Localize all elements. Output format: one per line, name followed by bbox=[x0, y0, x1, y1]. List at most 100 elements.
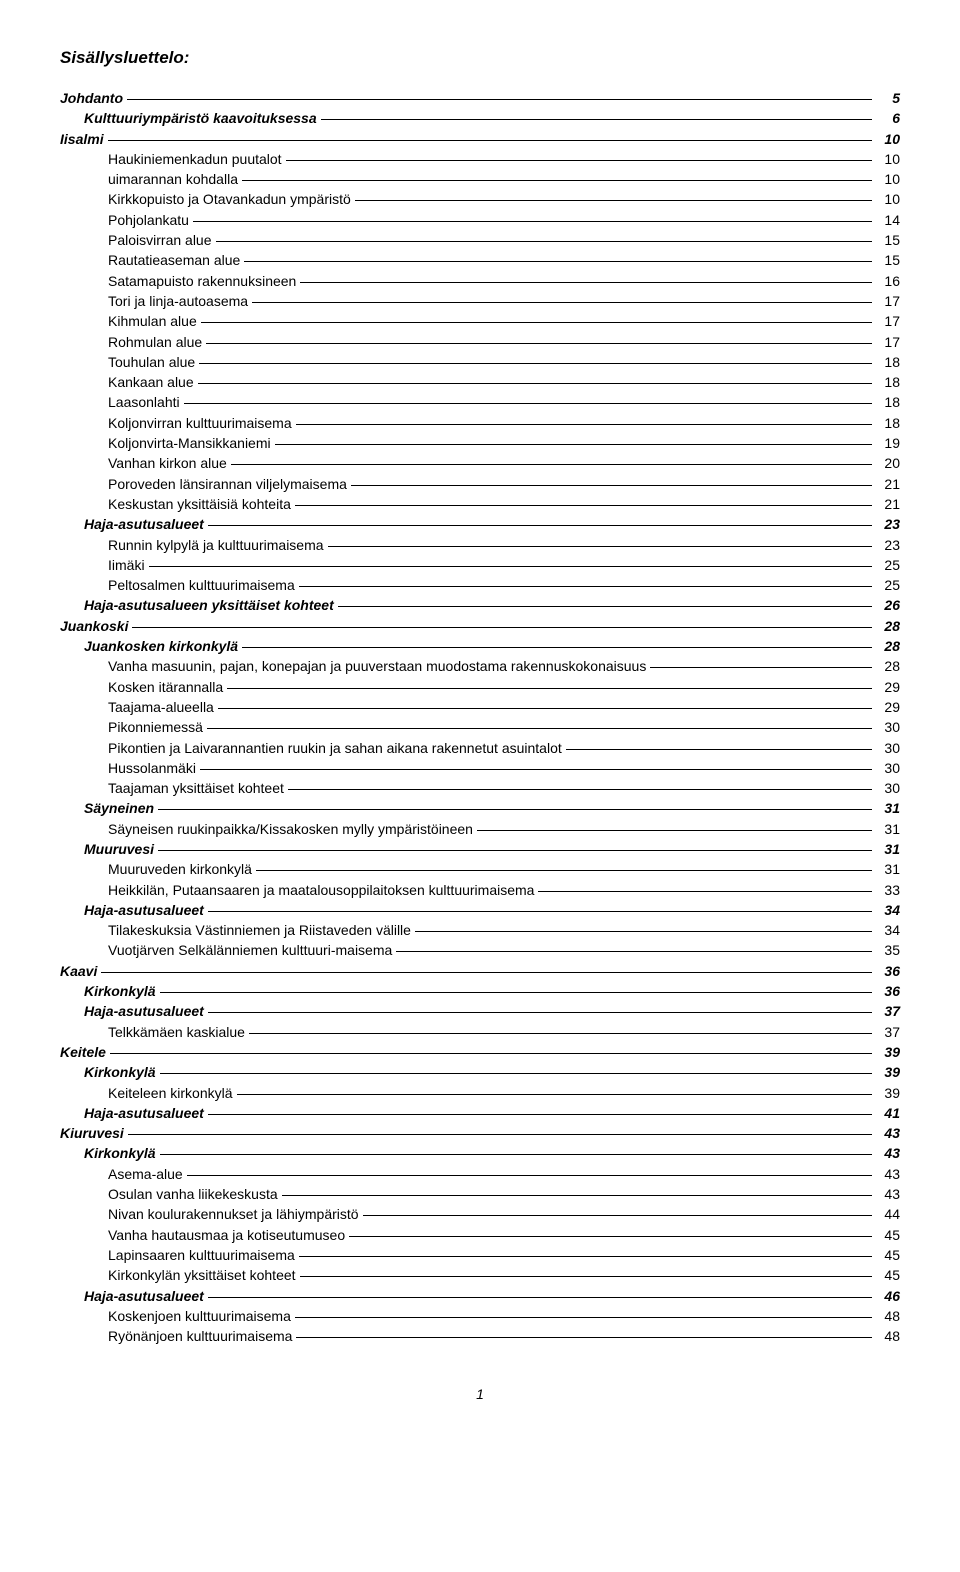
toc-entry-page: 34 bbox=[876, 920, 900, 940]
toc-row: Runnin kylpylä ja kulttuurimaisema 23 bbox=[60, 535, 900, 555]
toc-entry-label: Kosken itärannalla bbox=[108, 677, 223, 697]
toc-entry-page: 10 bbox=[876, 189, 900, 209]
toc-entry-label: Säyneinen bbox=[84, 798, 154, 818]
toc-entry-label: Kiuruvesi bbox=[60, 1123, 124, 1143]
toc-entry-label: Haja-asutusalueet bbox=[84, 1001, 204, 1021]
toc-entry-label: Juankosken kirkonkylä bbox=[84, 636, 238, 656]
toc-entry-label: Vuotjärven Selkälänniemen kulttuuri-mais… bbox=[108, 940, 392, 960]
toc-row: Pikonniemessä30 bbox=[60, 717, 900, 737]
toc-entry-label: Osulan vanha liikekeskusta bbox=[108, 1184, 278, 1204]
toc-entry-page: 23 bbox=[876, 535, 900, 555]
toc-entry-label: Taajaman yksittäiset kohteet bbox=[108, 778, 284, 798]
toc-entry-page: 43 bbox=[876, 1164, 900, 1184]
toc-leader-line bbox=[477, 830, 872, 831]
toc-row: Peltosalmen kulttuurimaisema 25 bbox=[60, 575, 900, 595]
toc-row: Satamapuisto rakennuksineen16 bbox=[60, 271, 900, 291]
toc-leader-line bbox=[128, 1134, 872, 1135]
toc-leader-line bbox=[216, 241, 873, 242]
toc-entry-label: Muuruveden kirkonkylä bbox=[108, 859, 252, 879]
toc-row: Rohmulan alue17 bbox=[60, 332, 900, 352]
toc-leader-line bbox=[193, 221, 872, 222]
toc-entry-label: Peltosalmen kulttuurimaisema bbox=[108, 575, 295, 595]
toc-entry-page: 41 bbox=[876, 1103, 900, 1123]
toc-row: Pikontien ja Laivarannantien ruukin ja s… bbox=[60, 738, 900, 758]
toc-entry-page: 30 bbox=[876, 758, 900, 778]
toc-entry-label: Vanha hautausmaa ja kotiseutumuseo bbox=[108, 1225, 345, 1245]
toc-row: Johdanto5 bbox=[60, 88, 900, 108]
toc-entry-label: Muuruvesi bbox=[84, 839, 154, 859]
toc-entry-label: uimarannan kohdalla bbox=[108, 169, 238, 189]
toc-entry-page: 17 bbox=[876, 311, 900, 331]
toc-entry-page: 26 bbox=[876, 595, 900, 615]
toc-entry-page: 25 bbox=[876, 555, 900, 575]
toc-entry-page: 29 bbox=[876, 677, 900, 697]
toc-entry-label: Haja-asutusalueet bbox=[84, 1286, 204, 1306]
toc-entry-label: Taajama-alueella bbox=[108, 697, 214, 717]
toc-entry-label: Vanhan kirkon alue bbox=[108, 453, 227, 473]
toc-entry-label: Kihmulan alue bbox=[108, 311, 197, 331]
toc-entry-label: Koskenjoen kulttuurimaisema bbox=[108, 1306, 291, 1326]
toc-entry-page: 43 bbox=[876, 1123, 900, 1143]
toc-row: Haja-asutusalueet37 bbox=[60, 1001, 900, 1021]
toc-row: Kaavi36 bbox=[60, 961, 900, 981]
toc-leader-line bbox=[132, 627, 872, 628]
toc-leader-line bbox=[218, 708, 872, 709]
toc-entry-page: 31 bbox=[876, 819, 900, 839]
toc-entry-page: 43 bbox=[876, 1184, 900, 1204]
toc-title: Sisällysluettelo: bbox=[60, 48, 900, 68]
toc-entry-page: 5 bbox=[876, 88, 900, 108]
toc-row: Kiuruvesi 43 bbox=[60, 1123, 900, 1143]
toc-row: Lapinsaaren kulttuurimaisema45 bbox=[60, 1245, 900, 1265]
toc-leader-line bbox=[296, 1337, 872, 1338]
toc-entry-label: Poroveden länsirannan viljelymaisema bbox=[108, 474, 347, 494]
toc-entry-page: 31 bbox=[876, 839, 900, 859]
toc-entry-label: Nivan koulurakennukset ja lähiympäristö bbox=[108, 1204, 359, 1224]
toc-entry-label: Keskustan yksittäisiä kohteita bbox=[108, 494, 291, 514]
toc-entry-page: 35 bbox=[876, 940, 900, 960]
toc-leader-line bbox=[208, 1297, 872, 1298]
toc-row: Keiteleen kirkonkylä39 bbox=[60, 1083, 900, 1103]
toc-entry-page: 46 bbox=[876, 1286, 900, 1306]
toc-leader-line bbox=[242, 180, 872, 181]
toc-row: Pohjolankatu14 bbox=[60, 210, 900, 230]
toc-entry-label: Hussolanmäki bbox=[108, 758, 196, 778]
toc-entry-label: Rautatieaseman alue bbox=[108, 250, 240, 270]
toc-entry-page: 30 bbox=[876, 778, 900, 798]
toc-leader-line bbox=[321, 119, 872, 120]
toc-entry-label: Kankaan alue bbox=[108, 372, 194, 392]
toc-leader-line bbox=[338, 606, 872, 607]
toc-leader-line bbox=[158, 809, 872, 810]
toc-entry-page: 21 bbox=[876, 474, 900, 494]
toc-entry-label: Kulttuuriympäristö kaavoituksessa bbox=[84, 108, 317, 128]
toc-entry-page: 37 bbox=[876, 1022, 900, 1042]
toc-entry-page: 18 bbox=[876, 392, 900, 412]
toc-leader-line bbox=[208, 1114, 872, 1115]
page-number: 1 bbox=[60, 1386, 900, 1402]
toc-leader-line bbox=[158, 850, 872, 851]
toc-entry-page: 30 bbox=[876, 717, 900, 737]
toc-row: Haja-asutusalueet 46 bbox=[60, 1286, 900, 1306]
toc-row: Muuruvesi 31 bbox=[60, 839, 900, 859]
toc-entry-label: Kirkkopuisto ja Otavankadun ympäristö bbox=[108, 189, 351, 209]
toc-row: Koljonvirta-Mansikkaniemi19 bbox=[60, 433, 900, 453]
toc-row: Kirkonkylä43 bbox=[60, 1143, 900, 1163]
toc-entry-page: 6 bbox=[876, 108, 900, 128]
toc-leader-line bbox=[184, 403, 872, 404]
toc-entry-label: Kirkonkylän yksittäiset kohteet bbox=[108, 1265, 296, 1285]
toc-entry-label: Runnin kylpylä ja kulttuurimaisema bbox=[108, 535, 324, 555]
toc-row: Taajaman yksittäiset kohteet 30 bbox=[60, 778, 900, 798]
toc-entry-label: Haukiniemenkadun puutalot bbox=[108, 149, 282, 169]
toc-leader-line bbox=[355, 200, 872, 201]
toc-entry-page: 19 bbox=[876, 433, 900, 453]
toc-entry-label: Touhulan alue bbox=[108, 352, 195, 372]
toc-leader-line bbox=[363, 1215, 872, 1216]
toc-entry-label: Kirkonkylä bbox=[84, 1062, 156, 1082]
toc-leader-line bbox=[198, 383, 872, 384]
toc-entry-page: 25 bbox=[876, 575, 900, 595]
toc-leader-line bbox=[237, 1094, 872, 1095]
toc-leader-line bbox=[299, 586, 872, 587]
toc-entry-page: 39 bbox=[876, 1042, 900, 1062]
toc-row: Vuotjärven Selkälänniemen kulttuuri-mais… bbox=[60, 940, 900, 960]
toc-leader-line bbox=[351, 485, 872, 486]
toc-leader-line bbox=[249, 1033, 872, 1034]
